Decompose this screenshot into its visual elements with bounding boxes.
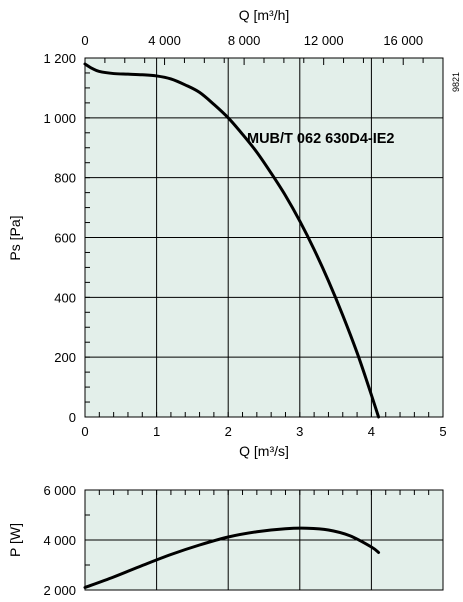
pressure-y-tick-label: 0: [69, 410, 76, 425]
bottom-axis-tick-labels: 0 1 2 3 4 5: [81, 424, 446, 439]
power-y-tick-label: 6 000: [43, 483, 76, 498]
pressure-chart: 0 4 000 8 000 12 000 16 000 0 1 2 3 4 5 0 200 400 60…: [7, 7, 461, 459]
power-plot-frame: [84, 489, 444, 591]
pressure-y-tick-label: 1 200: [43, 51, 76, 66]
top-axis-tick-label: 12 000: [304, 33, 344, 48]
top-axis-tick-label: 8 000: [228, 33, 261, 48]
bottom-axis-tick-label: 5: [439, 424, 446, 439]
pressure-curve: [83, 62, 381, 419]
pressure-y-axis-title: Ps [Pa]: [7, 215, 23, 260]
pressure-grid: [85, 58, 443, 417]
power-grid: [85, 490, 443, 590]
pressure-plot-frame: [84, 57, 444, 418]
bottom-axis-title: Q [m³/s]: [239, 443, 289, 459]
reference-code: 9821: [451, 72, 461, 92]
bottom-axis-tick-label: 2: [225, 424, 232, 439]
top-axis-tick-label: 16 000: [383, 33, 423, 48]
bottom-axis-tick-label: 0: [81, 424, 88, 439]
pressure-y-tick-labels: 0 200 400 600 800 1 000 1 200: [43, 51, 76, 425]
power-y-axis-title: P [W]: [7, 523, 23, 557]
pressure-y-tick-label: 400: [54, 290, 76, 305]
top-axis-tick-labels: 0 4 000 8 000 12 000 16 000: [81, 33, 423, 48]
power-y-tick-labels: 2 000 4 000 6 000: [43, 483, 76, 598]
pressure-y-tick-label: 1 000: [43, 111, 76, 126]
pressure-y-tick-label: 800: [54, 171, 76, 186]
top-axis-tick-label: 4 000: [148, 33, 181, 48]
bottom-axis-tick-label: 3: [296, 424, 303, 439]
power-y-tick-label: 2 000: [43, 583, 76, 598]
pressure-y-tick-label: 600: [54, 231, 76, 246]
power-curve: [83, 526, 381, 589]
power-y-tick-label: 4 000: [43, 533, 76, 548]
power-chart: 2 000 4 000 6 000 P [W]: [7, 483, 444, 598]
top-axis-title: Q [m³/h]: [239, 7, 290, 23]
bottom-axis-tick-label: 4: [368, 424, 375, 439]
pressure-y-tick-label: 200: [54, 350, 76, 365]
bottom-axis-tick-label: 1: [153, 424, 160, 439]
top-axis-tick-label: 0: [81, 33, 88, 48]
model-series-label: MUB/T 062 630D4-IE2: [247, 131, 394, 147]
